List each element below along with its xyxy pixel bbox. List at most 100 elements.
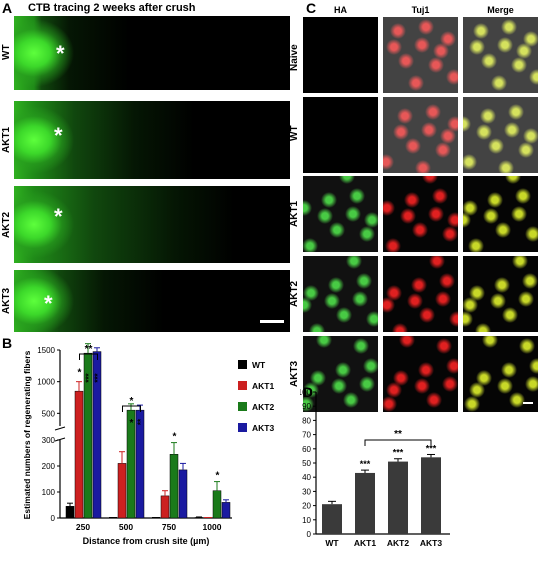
panel-b-letter: B bbox=[2, 335, 13, 351]
legend-label-akt2: AKT2 bbox=[252, 402, 274, 412]
bar-akt1 bbox=[355, 472, 375, 534]
bar-akt3-1000 bbox=[221, 502, 231, 519]
column-header-ha: HA bbox=[334, 5, 347, 15]
y-tick-label: 500 bbox=[42, 409, 56, 418]
y-tick-label: 30 bbox=[302, 487, 311, 496]
y-tick-label: 0 bbox=[51, 514, 56, 523]
legend-label-akt3: AKT3 bbox=[252, 423, 274, 433]
stain-tile-wt-tuj1 bbox=[383, 97, 458, 173]
x-tick-label: 1000 bbox=[203, 522, 222, 532]
y-tick-label: 10 bbox=[302, 516, 311, 525]
bar-wt-750 bbox=[152, 517, 160, 518]
stain-tile-akt1-ha bbox=[303, 176, 378, 252]
y-tick-label: 100 bbox=[42, 488, 56, 497]
significance-label: ** bbox=[85, 344, 93, 355]
stain-tile-akt3-tuj1 bbox=[383, 336, 458, 412]
row-label-akt1: AKT1 bbox=[289, 200, 300, 227]
significance-label: ** bbox=[394, 429, 402, 440]
stain-tile-wt-ha bbox=[303, 97, 378, 173]
y-tick-label: 50 bbox=[302, 459, 311, 468]
stain-tile-akt2-tuj1 bbox=[383, 256, 458, 332]
axis-break-mark bbox=[54, 426, 66, 431]
y-tick-label: 100 bbox=[300, 388, 312, 397]
scale-bar bbox=[260, 320, 284, 323]
legend-swatch-akt1 bbox=[238, 381, 247, 390]
stain-tile-akt2-merge bbox=[463, 256, 538, 332]
chart-b-regenerating-fibers: 0 100 200 300 500 1000 1500 Estimated numbers o… bbox=[22, 343, 274, 546]
row-label-akt1: AKT1 bbox=[1, 127, 12, 154]
legend-label-wt: WT bbox=[252, 360, 266, 370]
significance-label: *** bbox=[94, 372, 103, 382]
significance-bracket bbox=[364, 439, 432, 446]
x-axis-label: Distance from crush site (µm) bbox=[83, 536, 210, 546]
x-tick-label: 250 bbox=[76, 522, 90, 532]
x-tick-label: AKT3 bbox=[420, 538, 442, 548]
stain-tile-akt1-tuj1 bbox=[383, 176, 458, 252]
bar-akt2-1000 bbox=[212, 490, 222, 519]
significance-label: *** bbox=[360, 459, 371, 469]
y-tick-label: 60 bbox=[302, 445, 311, 454]
crush-site-star: * bbox=[54, 123, 63, 148]
x-tick-label: AKT1 bbox=[354, 538, 376, 548]
row-label-akt2: AKT2 bbox=[1, 211, 12, 238]
bar-wt-250 bbox=[65, 506, 75, 519]
y-tick-label: 90 bbox=[302, 402, 311, 411]
significance-label: * bbox=[173, 432, 177, 443]
y-tick-label: 40 bbox=[302, 473, 311, 482]
row-label-wt: WT bbox=[289, 125, 300, 142]
bar-akt1-500 bbox=[117, 463, 127, 519]
y-tick-label: 80 bbox=[302, 416, 311, 425]
x-tick-label: AKT2 bbox=[387, 538, 409, 548]
legend-swatch-akt2 bbox=[238, 402, 247, 411]
bar-akt1-250 bbox=[74, 390, 84, 519]
y-tick-label: 200 bbox=[42, 462, 56, 471]
row-label-akt3: AKT3 bbox=[1, 288, 12, 315]
nerve-image-wt: * bbox=[14, 16, 290, 90]
nerve-image-akt1: * bbox=[14, 101, 290, 179]
significance-label: *** bbox=[393, 448, 404, 458]
y-axis-label: Estimated numbers of regenerating fibers bbox=[22, 350, 32, 519]
x-tick-label: 750 bbox=[162, 522, 176, 532]
bar-akt3 bbox=[421, 457, 441, 534]
significance-label: ** bbox=[137, 418, 146, 425]
crush-site-star: * bbox=[56, 41, 65, 66]
significance-bracket bbox=[79, 353, 98, 360]
x-tick-label: WT bbox=[325, 538, 339, 548]
nerve-image-akt2: * bbox=[14, 186, 290, 263]
y-tick-label: 1000 bbox=[37, 378, 55, 387]
stain-tile-naive-merge bbox=[463, 17, 538, 93]
bar-akt1-750 bbox=[160, 495, 170, 519]
column-header-tuj1: Tuj1 bbox=[411, 5, 430, 15]
row-label-akt2: AKT2 bbox=[289, 280, 300, 307]
stain-tile-wt-merge bbox=[463, 97, 538, 173]
row-label-naive: Naive bbox=[289, 44, 300, 71]
legend-swatch-akt3 bbox=[238, 423, 247, 432]
legend-label-akt1: AKT1 bbox=[252, 381, 274, 391]
scale-bar bbox=[523, 402, 533, 404]
crush-site-star: * bbox=[44, 291, 53, 316]
y-tick-label: 0 bbox=[307, 530, 312, 539]
panel-c-letter: C bbox=[306, 0, 317, 16]
significance-label: * bbox=[216, 471, 220, 482]
significance-label: * bbox=[130, 418, 134, 429]
significance-label: * bbox=[78, 368, 82, 379]
y-tick-label: 70 bbox=[302, 431, 311, 440]
bar-akt2 bbox=[388, 461, 408, 534]
significance-bracket bbox=[122, 405, 141, 412]
x-tick-label: 500 bbox=[119, 522, 133, 532]
bar-akt2-750 bbox=[169, 454, 179, 519]
bar-akt3-750 bbox=[178, 469, 188, 519]
significance-label: * bbox=[130, 396, 134, 407]
chart-d-rgc-survival: 0102030405060708090100% of RGC survivalW… bbox=[300, 388, 450, 548]
bar-akt3-250 bbox=[92, 351, 102, 519]
bar-wt bbox=[322, 504, 342, 534]
stain-tile-naive-tuj1 bbox=[383, 17, 458, 93]
y-tick-label: 300 bbox=[42, 436, 56, 445]
panel-a-letter: A bbox=[2, 0, 13, 16]
y-tick-label: 20 bbox=[302, 502, 311, 511]
significance-label: *** bbox=[426, 443, 437, 453]
bar-akt1-1000 bbox=[204, 517, 212, 518]
bar-akt3-500 bbox=[135, 409, 145, 519]
stain-tile-naive-ha bbox=[303, 17, 378, 93]
column-header-merge: Merge bbox=[487, 5, 514, 15]
